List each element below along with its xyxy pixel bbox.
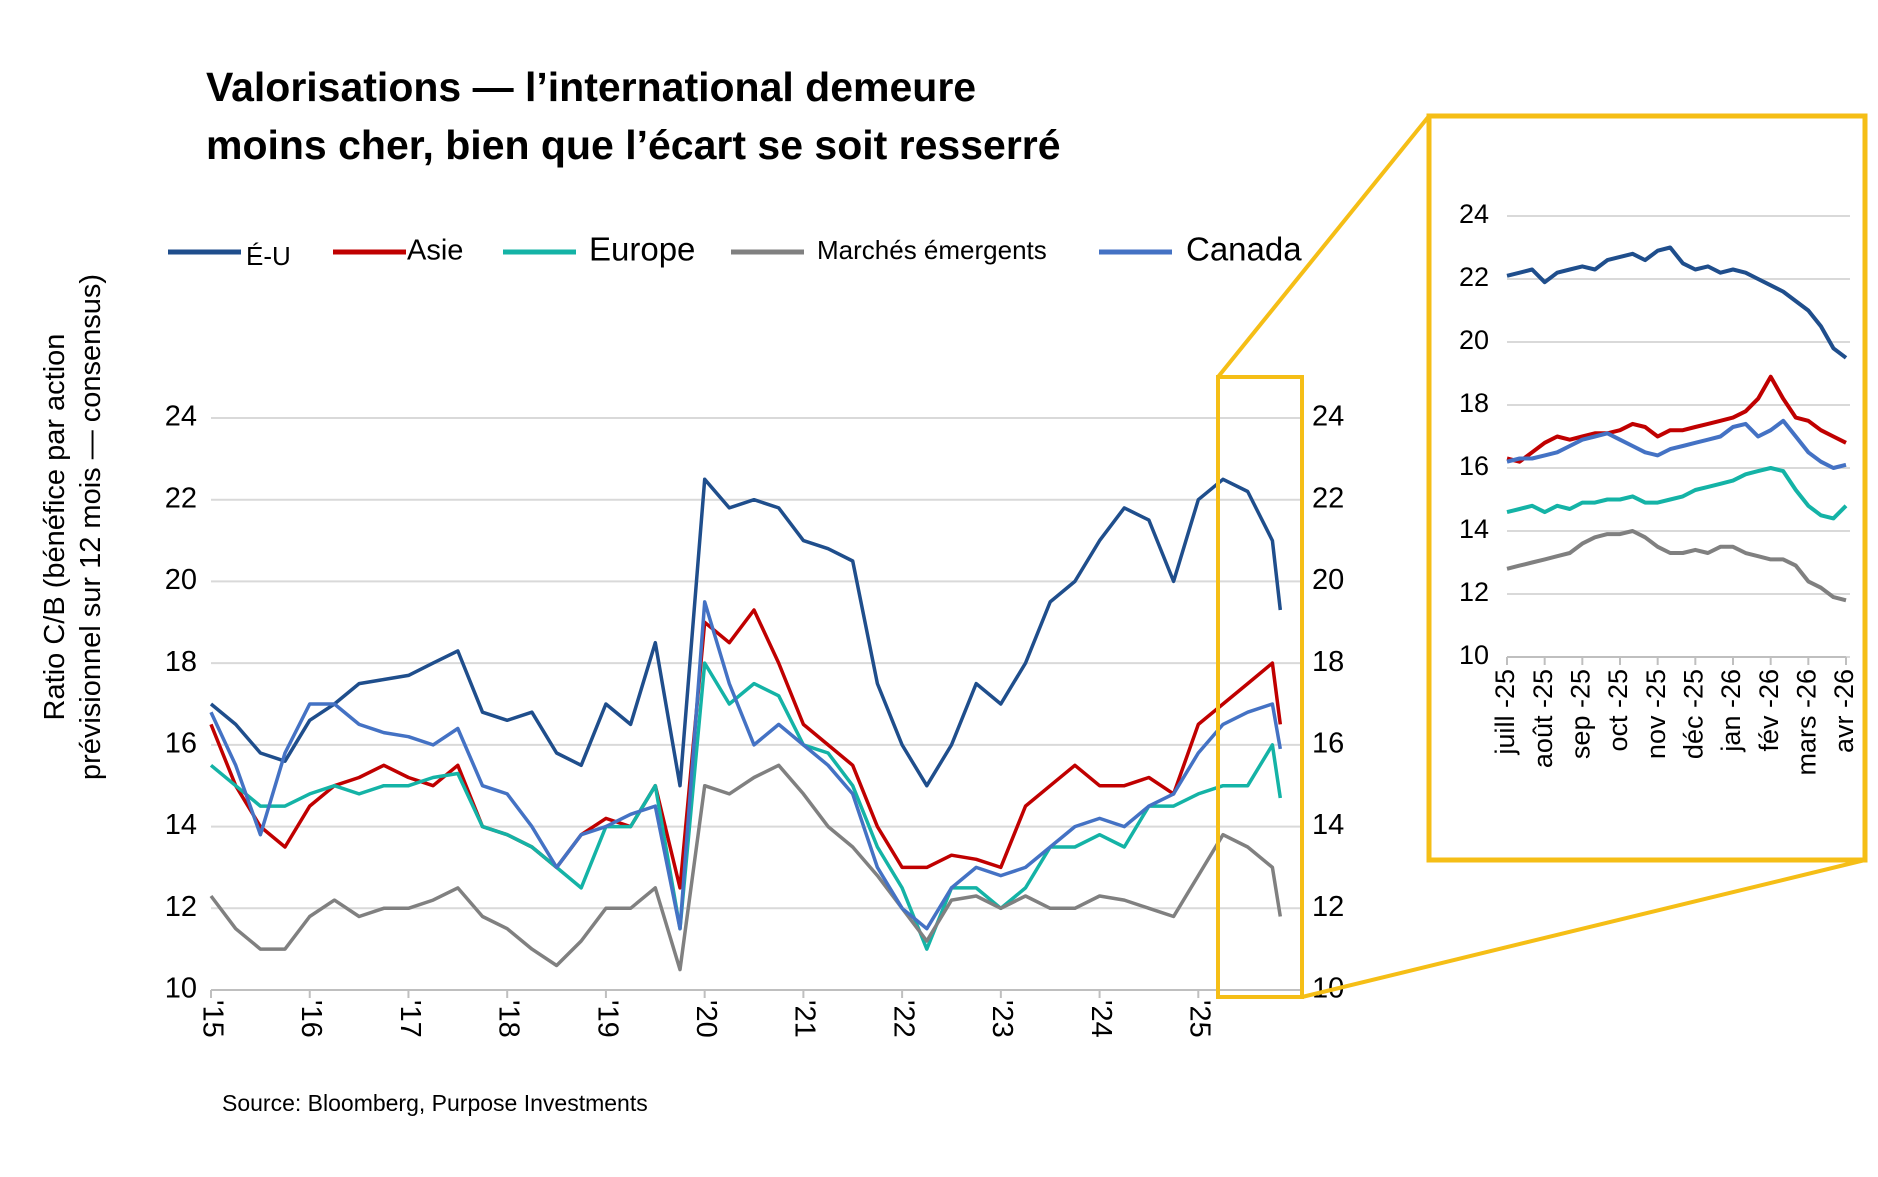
y2-tick-label: 20 bbox=[1312, 564, 1344, 596]
x-tick-label: '15 bbox=[196, 1000, 228, 1038]
x-tick-label: sep -25 bbox=[1565, 669, 1595, 759]
x-tick-label: août -25 bbox=[1528, 669, 1558, 768]
series-line bbox=[209, 608, 1283, 890]
y2-tick-label: 12 bbox=[1312, 891, 1344, 923]
x-tick-label: '16 bbox=[295, 1000, 327, 1038]
y-tick-label: 12 bbox=[1459, 577, 1489, 607]
source-note: Source: Bloomberg, Purpose Investments bbox=[222, 1090, 648, 1116]
x-tick-label: '21 bbox=[789, 1000, 821, 1038]
legend-label: Marchés émergents bbox=[817, 235, 1047, 265]
y-tick-label: 22 bbox=[165, 482, 197, 514]
y-tick-label: 18 bbox=[1459, 388, 1489, 418]
main-chart: 10121416182022241012141618202224'15'16'1… bbox=[165, 231, 1345, 1038]
legend-label: Asie bbox=[407, 235, 463, 267]
chart-title: Valorisations — l’international demeure … bbox=[206, 64, 1061, 168]
series-line bbox=[209, 600, 1283, 931]
series-line bbox=[1506, 245, 1848, 360]
y-tick-label: 16 bbox=[1459, 451, 1489, 481]
x-tick-label: jan -26 bbox=[1716, 669, 1746, 753]
x-tick-label: '24 bbox=[1085, 1000, 1117, 1038]
connector bbox=[1301, 858, 1866, 999]
y2-tick-label: 14 bbox=[1312, 809, 1344, 841]
y-tick-label: 14 bbox=[1459, 514, 1489, 544]
series-line bbox=[1506, 529, 1847, 603]
y-tick-label: 10 bbox=[165, 973, 197, 1005]
series-line bbox=[1506, 374, 1847, 464]
x-tick-label: fév -26 bbox=[1754, 669, 1784, 752]
series-line bbox=[1506, 466, 1848, 521]
x-tick-label: '17 bbox=[394, 1000, 426, 1038]
y-tick-label: 18 bbox=[165, 646, 197, 678]
y-tick-label: 24 bbox=[165, 401, 197, 433]
x-tick-label: '18 bbox=[493, 1000, 525, 1038]
x-tick-label: '22 bbox=[887, 1000, 919, 1038]
x-tick-label: mars -26 bbox=[1791, 669, 1821, 776]
x-tick-label: oct -25 bbox=[1603, 669, 1633, 752]
y-tick-label: 14 bbox=[165, 809, 197, 841]
inset-chart: 10 12 14 16 18 20 22 24 juill -25 août -25 sep -25… bbox=[1459, 199, 1859, 775]
x-tick-label: '20 bbox=[690, 1000, 722, 1038]
y-tick-label: 16 bbox=[165, 728, 197, 760]
series-line bbox=[209, 763, 1283, 972]
y-tick-label: 20 bbox=[165, 564, 197, 596]
y-axis-title: Ratio C/B (bénéfice par action prévision… bbox=[39, 273, 107, 781]
y2-tick-label: 24 bbox=[1312, 401, 1344, 433]
x-tick-label: '19 bbox=[591, 1000, 623, 1038]
series-line bbox=[209, 661, 1283, 951]
y-tick-label: 10 bbox=[1459, 640, 1489, 670]
y2-tick-label: 18 bbox=[1312, 646, 1344, 678]
highlight-box bbox=[1216, 375, 1304, 999]
connector bbox=[1216, 114, 1431, 379]
x-tick-label: avr -26 bbox=[1829, 669, 1859, 753]
legend-label: Canada bbox=[1186, 231, 1302, 268]
x-tick-label: '23 bbox=[986, 1000, 1018, 1038]
legend-label: Europe bbox=[589, 231, 695, 268]
legend-label: É-U bbox=[246, 241, 291, 271]
x-tick-label: déc -25 bbox=[1678, 669, 1708, 759]
x-tick-label: '25 bbox=[1184, 1000, 1216, 1038]
y-tick-label: 22 bbox=[1459, 262, 1489, 292]
x-tick-label: nov -25 bbox=[1641, 669, 1671, 759]
zoom-overlay bbox=[1216, 113, 1868, 999]
y2-tick-label: 22 bbox=[1312, 482, 1344, 514]
series-line bbox=[1506, 418, 1847, 470]
y-tick-label: 12 bbox=[165, 891, 197, 923]
series-line bbox=[209, 477, 1283, 788]
y2-tick-label: 16 bbox=[1312, 728, 1344, 760]
x-tick-label: juill -25 bbox=[1490, 669, 1520, 756]
y-tick-label: 20 bbox=[1459, 325, 1489, 355]
y-tick-label: 24 bbox=[1459, 199, 1489, 229]
